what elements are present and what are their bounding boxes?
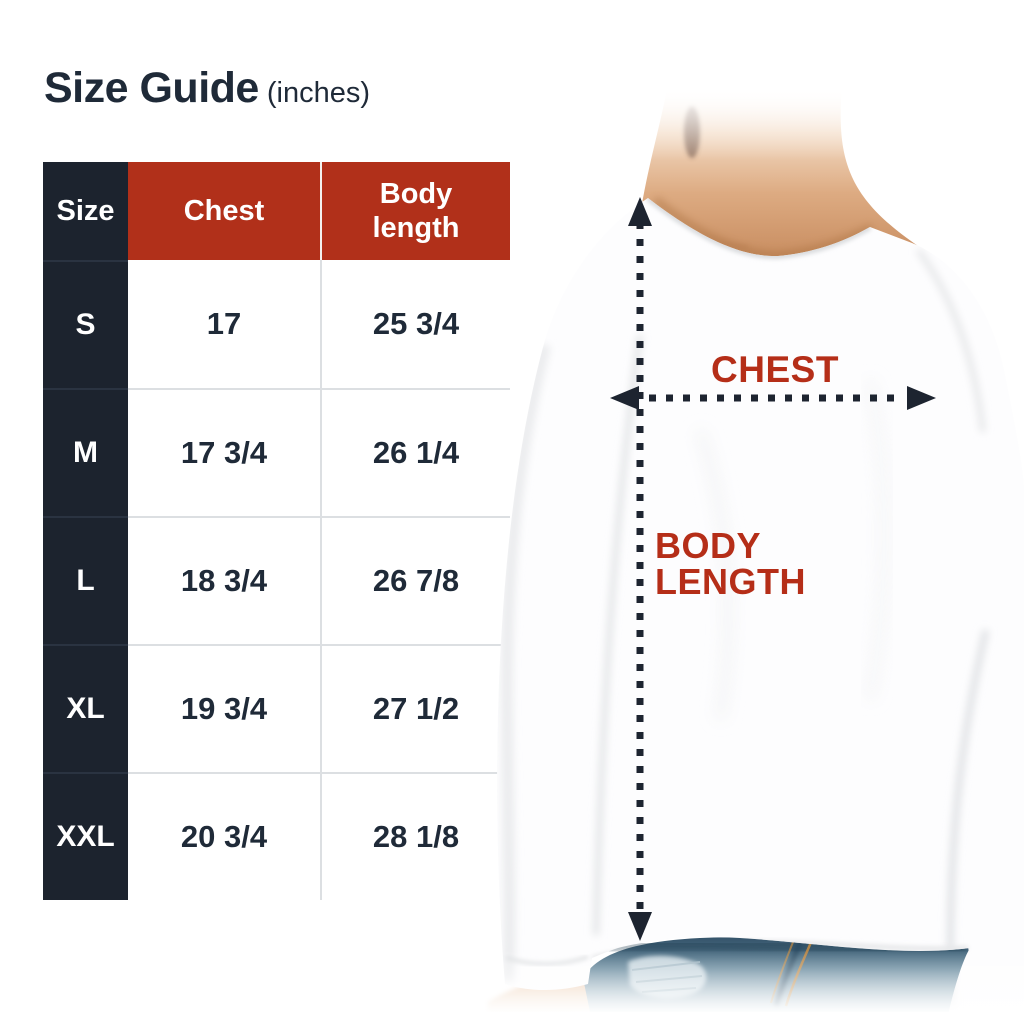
- row-2-chest: 18 3/4: [128, 516, 322, 644]
- row-2-body-length: 26 7/8: [322, 516, 510, 644]
- model-jeans: [583, 936, 969, 1012]
- row-0-body-length: 25 3/4: [322, 260, 510, 388]
- arrowhead-right-icon: [907, 386, 936, 410]
- arrowhead-up-icon: [628, 197, 652, 226]
- model-neck-skin: [620, 60, 945, 275]
- model-hand: [488, 974, 595, 1018]
- page-title: Size Guide (inches): [44, 64, 370, 113]
- col-header-body-length: Body length: [322, 162, 510, 260]
- row-4-chest: 20 3/4: [128, 772, 322, 900]
- title-text: Size Guide: [44, 64, 259, 112]
- row-0-size: S: [43, 260, 128, 388]
- col-header-chest: Chest: [128, 162, 322, 260]
- row-3-size: XL: [43, 644, 128, 772]
- row-3-chest: 19 3/4: [128, 644, 322, 772]
- col-header-size: Size: [43, 162, 128, 260]
- jeans-distressed-patch: [628, 955, 707, 999]
- arrowhead-left-icon: [610, 386, 639, 410]
- chest-label: CHEST: [711, 349, 839, 390]
- hair-wisp: [684, 106, 700, 158]
- row-1-body-length: 26 1/4: [322, 388, 510, 516]
- row-4-size: XXL: [43, 772, 128, 900]
- title-unit: (inches): [266, 77, 370, 109]
- row-2-size: L: [43, 516, 128, 644]
- arrowhead-down-icon: [628, 912, 652, 941]
- size-table: Size Chest Body length S 17 25 3/4 M 17 …: [43, 162, 510, 900]
- row-0-chest: 17: [128, 260, 322, 388]
- row-3-body-length: 27 1/2: [322, 644, 510, 772]
- row-1-size: M: [43, 388, 128, 516]
- model-shirt: [497, 198, 1024, 1015]
- row-4-body-length: 28 1/8: [322, 772, 510, 900]
- body-length-arrow: [628, 197, 652, 941]
- row-1-chest: 17 3/4: [128, 388, 322, 516]
- body-length-label: BODY LENGTH: [655, 525, 806, 602]
